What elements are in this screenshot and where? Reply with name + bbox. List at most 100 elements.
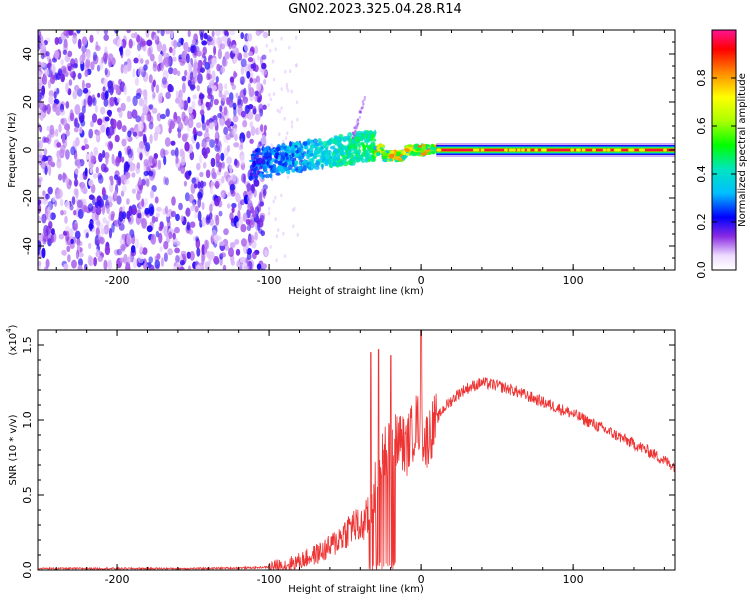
spectrogram-noise-mark xyxy=(77,38,82,50)
spectrogram-noise-mark xyxy=(252,210,257,219)
spectrogram-noise-mark xyxy=(269,97,272,102)
spectrogram-signal-mark xyxy=(340,154,346,158)
spectrogram-noise-mark xyxy=(199,109,205,116)
spectrogram-signal-mark xyxy=(430,144,435,148)
spectrogram-noise-mark xyxy=(243,173,247,185)
spectrogram-noise-mark xyxy=(267,211,271,216)
spectrogram-noise-mark xyxy=(167,219,171,229)
spectrogram-noise-mark xyxy=(80,119,86,127)
spectrogram-noise-mark xyxy=(74,104,81,115)
spectrogram-noise-mark xyxy=(205,128,209,134)
spectrogram-noise-mark xyxy=(152,63,158,72)
spectrogram-signal-mark xyxy=(373,129,377,136)
spectrogram-noise-mark xyxy=(235,92,239,99)
spectrogram-noise-mark xyxy=(143,64,148,71)
spectrogram-noise-mark xyxy=(141,112,145,124)
spectrogram-signal-mark xyxy=(292,159,295,166)
spectrogram-noise-mark xyxy=(68,79,73,86)
spectrogram-noise-mark xyxy=(190,45,196,54)
spectrogram-noise-mark xyxy=(294,35,298,40)
spectrogram-noise-mark xyxy=(191,100,196,110)
spectrogram-noise-mark xyxy=(275,234,279,239)
spectrogram-noise-mark xyxy=(223,126,229,135)
spectrogram-noise-mark xyxy=(59,109,66,116)
colorbar-label: Normalized spectral amplitude xyxy=(737,73,748,227)
spectrogram-noise-mark xyxy=(122,205,126,213)
spectrogram-noise-mark xyxy=(172,56,177,62)
x-tick-label: 100 xyxy=(563,274,584,287)
spectrogram-noise-mark xyxy=(76,30,81,34)
spectrogram-noise-mark xyxy=(363,98,366,102)
spectrogram-signal-mark xyxy=(360,156,363,160)
spectrogram-noise-mark xyxy=(163,240,169,250)
spectrogram-noise-mark xyxy=(288,45,291,50)
spectrogram-noise-mark xyxy=(143,170,149,177)
spectrogram-noise-mark xyxy=(227,125,232,132)
spectrogram-noise-mark xyxy=(178,96,183,104)
spectrogram-signal-mark xyxy=(362,130,368,136)
spectrogram-signal-mark xyxy=(295,160,298,163)
spectrogram-signal-mark xyxy=(321,156,326,163)
spectrogram-noise-mark xyxy=(96,218,101,229)
spectrogram-signal-mark xyxy=(415,147,421,152)
spectrogram-noise-mark xyxy=(157,63,161,72)
spectrogram-noise-mark xyxy=(201,40,208,46)
spectrogram-noise-mark xyxy=(155,212,160,218)
spectrogram-noise-mark xyxy=(213,45,217,56)
spectrogram-noise-mark xyxy=(141,149,146,155)
spectrogram-noise-mark xyxy=(276,108,279,113)
spectrogram-signal-mark xyxy=(376,146,381,151)
spectrogram-noise-mark xyxy=(260,124,264,132)
spectrogram-noise-mark xyxy=(231,206,235,213)
spectrogram-noise-mark xyxy=(48,79,51,89)
spectrogram-signal-mark xyxy=(248,175,253,181)
spectrogram-signal-mark xyxy=(327,156,332,163)
spectrogram-signal-mark xyxy=(334,149,340,154)
spectrogram-noise-mark xyxy=(226,156,233,165)
spectrogram-noise-mark xyxy=(171,196,176,206)
spectrogram-noise-mark xyxy=(86,52,91,61)
spectrogram-noise-mark xyxy=(65,230,70,242)
spectrogram-noise-mark xyxy=(193,45,200,53)
spectrogram-noise-mark xyxy=(187,71,191,81)
spectrogram-noise-mark xyxy=(41,85,46,96)
spectrogram-noise-mark xyxy=(213,255,219,264)
spectrogram-noise-mark xyxy=(216,36,222,46)
spectrogram-noise-mark xyxy=(67,50,73,57)
spectrogram-noise-mark xyxy=(355,126,358,130)
spectrogram-noise-mark xyxy=(192,94,197,100)
spectrogram-noise-mark xyxy=(102,52,108,63)
y-tick-label: 40 xyxy=(21,47,34,61)
spectrogram-carrier-band xyxy=(570,148,575,152)
spectrogram-noise-mark xyxy=(282,231,285,236)
spectrogram-noise-mark xyxy=(183,180,187,187)
spectrogram-noise-mark xyxy=(47,159,53,166)
spectrogram-noise-mark xyxy=(246,252,252,261)
spectrogram-noise-mark xyxy=(141,40,148,46)
x-tick-label: -200 xyxy=(105,274,130,287)
spectrogram-noise-mark xyxy=(158,226,163,232)
spectrogram-noise-mark xyxy=(103,259,108,270)
spectrogram-noise-mark xyxy=(110,213,115,221)
spectrogram-noise-mark xyxy=(131,208,138,215)
spectrogram-noise-mark xyxy=(156,112,162,122)
spectrogram-noise-mark xyxy=(138,98,145,107)
spectrogram-signal-mark xyxy=(286,146,290,150)
spectrogram-noise-mark xyxy=(188,113,194,121)
spectrogram-y-axis-label: Frequency (Hz) xyxy=(7,112,18,188)
spectrogram-noise-mark xyxy=(76,199,83,209)
spectrogram-noise-mark xyxy=(39,40,46,51)
spectrogram-noise-mark xyxy=(224,51,230,60)
spectrogram-signal-mark xyxy=(342,159,347,164)
spectrogram-noise-mark xyxy=(208,79,213,89)
spectrogram-noise-mark xyxy=(69,204,74,211)
spectrogram-noise-mark xyxy=(280,193,283,198)
spectrogram-noise-mark xyxy=(272,92,276,97)
spectrogram-noise-mark xyxy=(165,30,171,35)
spectrogram-signal-mark xyxy=(295,154,298,158)
spectrogram-noise-mark xyxy=(258,191,263,203)
spectrogram-noise-mark xyxy=(84,167,88,177)
spectrogram-noise-mark xyxy=(75,137,80,147)
spectrogram-noise-mark xyxy=(272,77,276,82)
